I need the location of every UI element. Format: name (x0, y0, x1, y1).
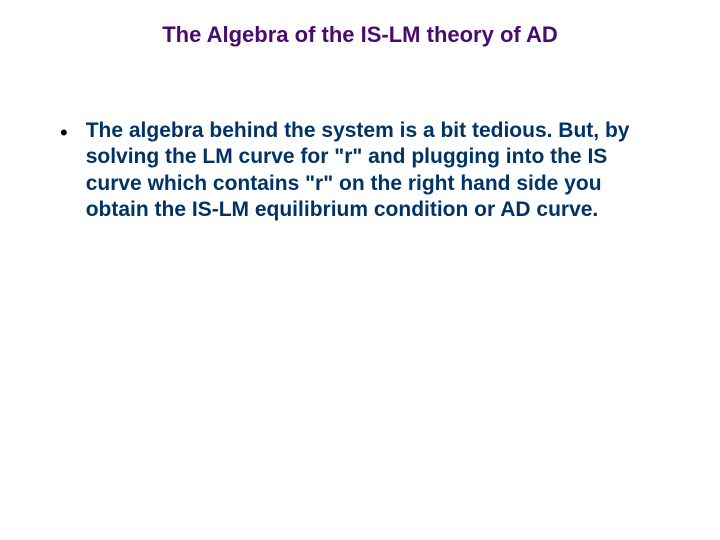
slide-container: The Algebra of the IS-LM theory of AD • … (0, 0, 720, 540)
bullet-marker: • (60, 122, 68, 144)
body-text: The algebra behind the system is a bit t… (86, 118, 640, 223)
bullet-item: • The algebra behind the system is a bit… (60, 118, 640, 223)
slide-title: The Algebra of the IS-LM theory of AD (50, 22, 670, 48)
